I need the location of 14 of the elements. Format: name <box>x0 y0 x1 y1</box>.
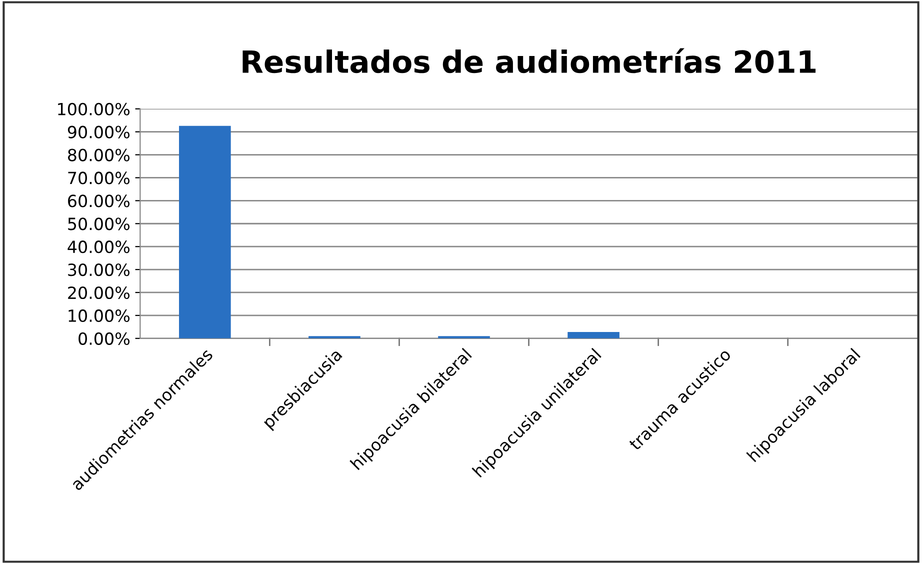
y-tick-label: 60.00% <box>68 194 130 208</box>
bar <box>179 126 231 338</box>
y-tick-label: 100.00% <box>58 102 130 116</box>
y-tick-label: 10.00% <box>68 309 130 322</box>
y-tick-label: 90.00% <box>68 126 130 138</box>
y-tick-label: 20.00% <box>68 286 130 300</box>
y-tick-label: 40.00% <box>68 240 130 254</box>
bar <box>568 332 620 338</box>
y-tick-label: 50.00% <box>68 218 130 230</box>
y-tick-label: 0.00% <box>78 332 130 345</box>
y-tick-label: 30.00% <box>68 264 130 276</box>
y-tick-label: 70.00% <box>68 172 130 184</box>
y-tick-label: 80.00% <box>68 148 130 162</box>
chart-title: Resultados de audiometrías 2011 <box>242 48 816 74</box>
